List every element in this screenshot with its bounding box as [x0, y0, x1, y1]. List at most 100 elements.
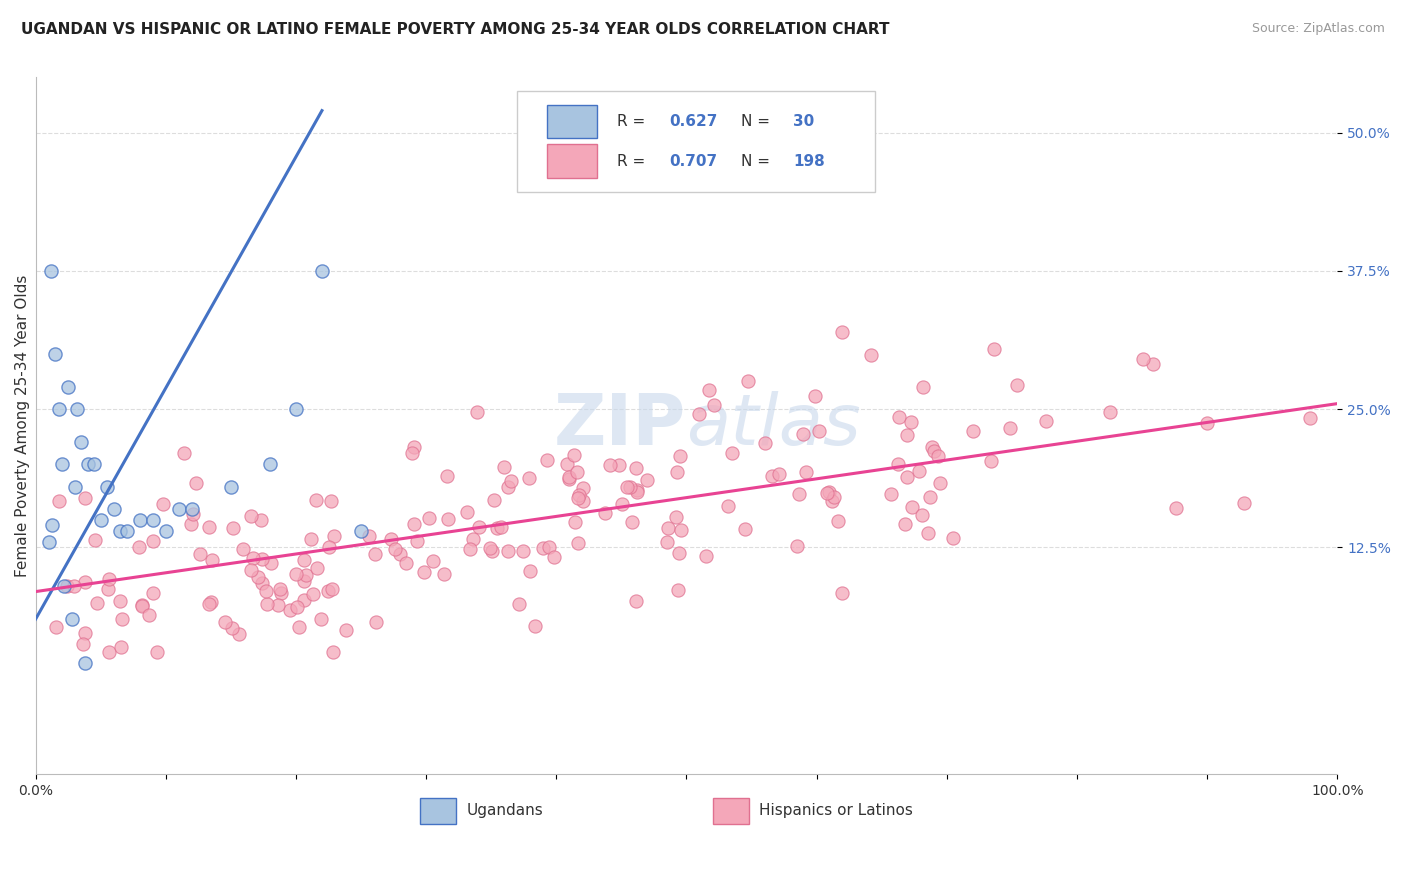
Point [305, 492, 328, 507]
Point [666, 465, 689, 479]
Point [103, 501, 125, 516]
Point [63, 579, 86, 593]
Point [942, 531, 965, 545]
Point [380, 532, 402, 546]
Point [558, 472, 581, 486]
FancyBboxPatch shape [547, 104, 596, 138]
Point [624, 594, 647, 608]
Point [295, 568, 318, 582]
Text: UGANDAN VS HISPANIC OR LATINO FEMALE POVERTY AMONG 25-34 YEAR OLDS CORRELATION C: UGANDAN VS HISPANIC OR LATINO FEMALE POV… [21, 22, 890, 37]
Point [319, 494, 342, 508]
Point [152, 497, 174, 511]
Point [222, 521, 245, 535]
Point [110, 640, 132, 654]
Point [72, 637, 94, 651]
Point [388, 547, 411, 561]
Point [97, 582, 120, 596]
Point [200, 594, 222, 608]
Point [768, 467, 790, 482]
Point [73, 625, 96, 640]
Point [1233, 496, 1256, 510]
Point [562, 448, 585, 462]
Point [41, 518, 63, 533]
Point [256, 597, 278, 611]
Point [669, 449, 692, 463]
Point [63, 479, 86, 493]
Point [536, 452, 558, 467]
Point [98, 645, 121, 659]
Point [48, 493, 70, 508]
Point [66, 402, 89, 417]
Point [53, 579, 76, 593]
Point [1132, 351, 1154, 366]
Point [311, 264, 333, 278]
Point [401, 446, 423, 460]
Point [616, 480, 638, 494]
Point [860, 348, 883, 362]
Point [405, 533, 427, 548]
Text: Source: ZipAtlas.com: Source: ZipAtlas.com [1251, 22, 1385, 36]
Point [804, 389, 827, 403]
Point [252, 575, 274, 590]
Point [921, 440, 943, 454]
Point [555, 457, 578, 471]
Point [350, 524, 373, 538]
Point [568, 488, 591, 502]
Point [621, 516, 644, 530]
Point [128, 513, 150, 527]
Point [240, 509, 263, 524]
Point [821, 493, 844, 508]
Point [131, 598, 153, 612]
Point [787, 487, 810, 501]
Point [437, 512, 460, 526]
Point [240, 563, 263, 577]
Point [322, 645, 344, 659]
Point [815, 485, 838, 500]
Point [321, 582, 343, 596]
Point [232, 541, 254, 556]
Point [911, 379, 934, 393]
Text: ZIP: ZIP [554, 392, 686, 460]
Point [302, 587, 325, 601]
Point [219, 479, 242, 493]
Point [478, 541, 501, 555]
Point [1166, 501, 1188, 516]
Point [626, 483, 648, 497]
Point [737, 374, 759, 388]
Point [1298, 410, 1320, 425]
Point [599, 458, 621, 473]
Text: R =: R = [617, 114, 651, 128]
Point [56, 380, 79, 394]
Point [1035, 414, 1057, 428]
Point [90, 513, 112, 527]
Point [543, 550, 565, 565]
Text: 198: 198 [793, 153, 825, 169]
Point [363, 547, 385, 561]
Text: N =: N = [741, 114, 775, 128]
Point [51, 458, 73, 472]
Point [896, 470, 918, 484]
Point [75, 574, 97, 589]
Point [418, 511, 440, 525]
Point [703, 398, 725, 412]
Point [422, 554, 444, 568]
Point [572, 481, 595, 495]
Point [138, 608, 160, 623]
Point [657, 520, 679, 534]
Point [180, 501, 202, 516]
Point [482, 493, 505, 508]
Point [887, 410, 910, 425]
Point [84, 533, 107, 547]
Point [922, 444, 945, 458]
Point [998, 420, 1021, 434]
Point [567, 491, 589, 505]
Point [318, 541, 340, 555]
Point [299, 532, 322, 546]
Text: 30: 30 [793, 114, 814, 128]
Point [827, 514, 849, 528]
Point [402, 517, 425, 532]
Point [508, 597, 530, 611]
Point [486, 521, 509, 535]
Point [267, 598, 290, 612]
Point [636, 473, 658, 487]
